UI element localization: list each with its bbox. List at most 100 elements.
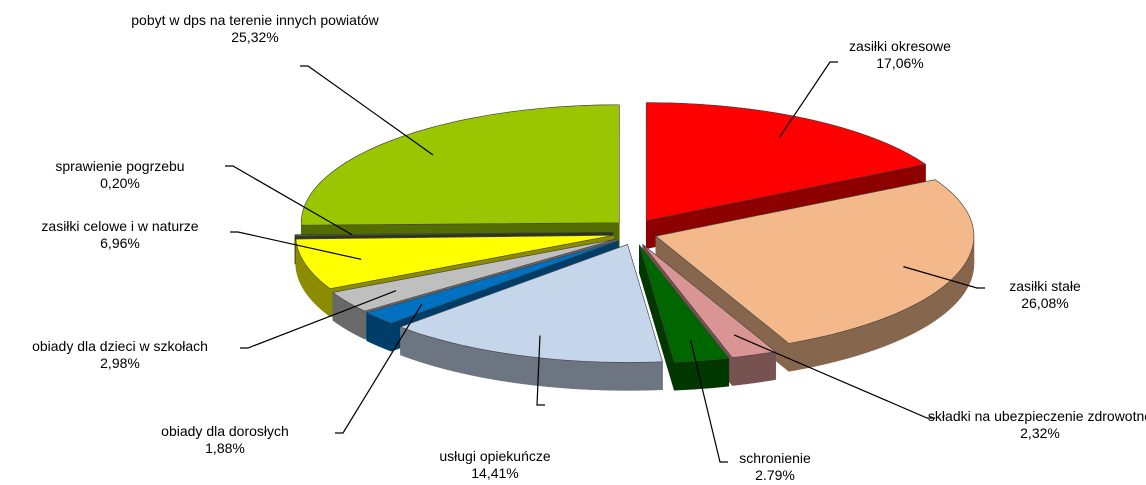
slice-side xyxy=(954,272,958,305)
slice-side xyxy=(524,355,533,386)
slice-side xyxy=(474,347,482,378)
label-name: zasiłki okresowe xyxy=(849,38,951,54)
slice-side xyxy=(646,361,656,391)
slice-side xyxy=(680,361,689,391)
slice-side xyxy=(753,353,762,384)
slice-side xyxy=(569,360,578,390)
slice-side xyxy=(307,266,311,299)
slice-side xyxy=(673,361,682,391)
slice-side xyxy=(380,318,387,350)
label-name: obiady dla dorosłych xyxy=(161,423,289,439)
slice-side xyxy=(809,337,817,368)
data-label: pobyt w dps na terenie innych powiatów 25… xyxy=(130,12,380,46)
slice-side xyxy=(592,361,601,391)
slice-side xyxy=(855,325,862,357)
slice xyxy=(332,238,617,312)
label-value: 2,32% xyxy=(1020,425,1060,441)
slice-side xyxy=(347,301,352,333)
slice xyxy=(645,102,927,222)
label-value: 14,41% xyxy=(471,465,519,481)
slice-side xyxy=(326,285,331,318)
slice-side xyxy=(889,313,896,345)
slice-side xyxy=(481,348,489,379)
slice-side xyxy=(312,272,316,305)
slice-side xyxy=(320,280,324,313)
slice-side xyxy=(538,357,547,387)
slice-side xyxy=(910,304,916,336)
leader-line xyxy=(733,334,935,419)
slice-side xyxy=(423,334,430,366)
slice xyxy=(655,179,975,344)
slice-side xyxy=(861,323,868,355)
data-label: zasiłki celowe i w naturze 6,96% xyxy=(0,218,240,252)
slice-side xyxy=(303,261,306,294)
label-name: usługi opiekuńcze xyxy=(439,448,551,464)
slice-side xyxy=(317,277,321,310)
slice-side xyxy=(502,352,511,383)
slice-side xyxy=(447,341,455,372)
slice-side xyxy=(467,346,475,377)
leader-line xyxy=(689,339,728,463)
slice-side xyxy=(516,354,525,385)
leader-line xyxy=(536,335,545,406)
slice-side xyxy=(687,360,696,390)
data-label: obiady dla dorosłych 1,88% xyxy=(130,423,320,457)
slice-side xyxy=(460,344,469,375)
slice-side xyxy=(884,315,891,347)
slice-side xyxy=(351,303,357,336)
slice-side xyxy=(816,336,824,367)
slice-side xyxy=(607,361,617,391)
slice-side xyxy=(359,308,365,340)
label-value: 1,88% xyxy=(205,440,245,456)
label-value: 25,32% xyxy=(231,29,279,45)
slice-side xyxy=(939,286,944,319)
slice-side xyxy=(829,332,837,364)
slice-side xyxy=(417,332,424,364)
leader-line xyxy=(225,165,353,236)
slice-side xyxy=(842,329,850,360)
slice-side xyxy=(849,327,856,359)
slice-side xyxy=(721,357,730,388)
slice-side xyxy=(739,355,748,386)
slice-side xyxy=(509,353,518,384)
label-name: sprawienie pogrzebu xyxy=(55,158,185,174)
slice xyxy=(639,244,730,363)
slice-side xyxy=(355,306,361,338)
slice-side xyxy=(561,359,570,389)
leader-line xyxy=(335,303,423,434)
slice-side xyxy=(836,331,844,362)
slice-side xyxy=(305,263,308,297)
slice-side xyxy=(584,361,593,390)
data-label: zasiłki stałe 26,08% xyxy=(985,278,1105,312)
slice xyxy=(295,234,614,290)
data-label: schronienie 2.79% xyxy=(715,450,835,484)
slice xyxy=(300,104,620,226)
slice-side xyxy=(405,328,412,360)
slice-side xyxy=(343,299,348,331)
slice-side xyxy=(554,358,563,389)
slice-side xyxy=(708,359,716,389)
slice-side xyxy=(931,291,937,324)
leader-line xyxy=(300,65,434,156)
label-value: 2,98% xyxy=(100,355,140,371)
slice-side xyxy=(957,269,961,303)
slice-side xyxy=(654,361,663,391)
slice-side xyxy=(914,301,920,333)
slice-side xyxy=(946,281,950,313)
slice-side xyxy=(761,352,769,383)
slice xyxy=(399,244,663,363)
slice-side xyxy=(923,296,929,329)
label-name: obiady dla dzieci w szkołach xyxy=(32,338,208,354)
leader-line xyxy=(778,61,838,138)
slice-side xyxy=(964,261,967,294)
slice-side xyxy=(488,350,496,381)
label-value: 6,96% xyxy=(100,235,140,251)
slice-side xyxy=(638,361,648,391)
slice-side xyxy=(788,341,797,372)
label-name: schronienie xyxy=(739,450,811,466)
leader-line xyxy=(240,290,397,349)
data-label: usługi opiekuńcze 14,41% xyxy=(415,448,575,482)
leader-line xyxy=(903,266,985,289)
slice-side xyxy=(332,292,337,324)
